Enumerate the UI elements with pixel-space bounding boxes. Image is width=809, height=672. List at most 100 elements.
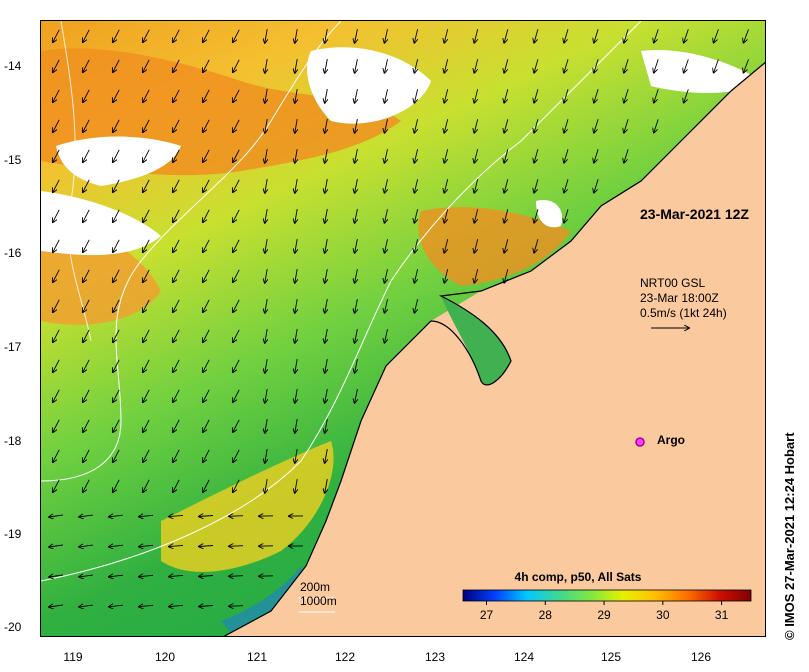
current-arrow [355,119,358,133]
current-arrow [233,389,240,402]
cloud-mask-4 [641,50,761,93]
current-arrow [83,239,90,252]
current-arrow [414,209,417,223]
current-arrow [295,149,297,163]
argo-marker[interactable] [635,437,645,447]
current-arrow [474,29,479,43]
current-arrow [113,329,120,342]
isobath-1000m [41,21,342,482]
current-arrow [203,419,210,432]
current-arrow [564,149,569,162]
current-arrow [355,359,358,373]
current-arrow [173,179,180,192]
current-arrow [173,299,180,312]
current-arrow [113,299,120,312]
current-arrow [139,575,154,576]
cloud-mask-3 [307,47,431,124]
current-arrow [594,149,599,162]
current-arrow [53,449,60,462]
current-arrow [233,149,240,162]
current-arrow [624,29,629,42]
current-arrow [143,359,150,372]
current-arrow [233,269,240,282]
current-arrow [385,209,388,223]
current-arrow [173,59,180,72]
current-arrow [534,29,539,42]
current-arrow [113,209,120,222]
current-arrow [49,575,63,577]
current-arrow [113,239,120,252]
current-arrow [474,179,479,193]
current-arrow [295,239,297,253]
current-arrow [414,269,417,283]
current-arrow [143,479,150,492]
current-arrow [265,269,267,283]
current-arrow [504,89,509,103]
current-arrow [173,239,180,252]
x-tick-label: 125 [600,650,622,664]
current-arrow [173,119,180,132]
isobath-200m-label: 200m [300,580,331,594]
current-arrow [173,359,180,372]
current-arrow [355,329,358,343]
current-scale-label: 0.5m/s (1kt 24h) [640,306,727,320]
current-arrow [233,479,240,492]
current-arrow [325,479,328,493]
sst-map-canvas: 4h comp, p50, All Sats 27 28 29 30 31 [41,21,765,636]
current-arrow [143,29,150,42]
current-arrow [265,329,267,343]
current-arrow [143,59,150,72]
current-arrow [139,605,154,606]
current-arrow [203,149,210,162]
current-arrow [265,179,267,193]
current-arrow [203,209,210,222]
current-arrow [233,299,240,312]
side-credit: © IMOS 27-Mar-2021 12:24 Hobart [782,432,797,640]
current-arrow [113,389,120,402]
current-arrow [295,479,297,493]
x-tick-label: 119 [63,650,83,664]
isobath-200m [41,21,642,582]
current-arrow [414,299,417,313]
current-arrow [444,89,449,103]
current-arrow [714,59,719,72]
y-tick-label: -17 [4,340,22,354]
current-arrow [233,329,240,342]
current-arrow [355,29,358,43]
current-arrow [504,59,509,73]
current-arrow [233,359,240,372]
current-arrow [474,239,479,253]
current-arrow [83,329,90,342]
current-arrow [79,605,93,607]
current-arrow [444,149,449,163]
current-arrow [79,545,93,547]
current-arrow [564,89,569,102]
current-arrow [414,149,417,163]
y-tick-label: -15 [4,153,22,167]
current-arrow [504,209,509,223]
current-arrow [355,299,358,313]
current-arrow [143,269,150,282]
current-arrow [325,419,328,433]
current-arrow [744,59,749,72]
current-arrow [199,516,214,517]
current-arrow [53,329,60,342]
current-arrow [325,359,328,373]
current-arrow [139,545,154,546]
sea-area [41,21,765,636]
current-arrow [534,89,539,102]
current-arrow [295,59,297,73]
current-arrow [113,359,120,372]
current-arrow [385,299,388,313]
timestamp-label: 23-Mar-2021 12Z [640,206,749,222]
current-arrow [143,119,150,132]
current-arrow [265,299,267,313]
sst-map: 4h comp, p50, All Sats 27 28 29 30 31 [40,20,766,637]
current-arrow [83,119,90,132]
current-arrow [355,59,358,73]
current-arrow [83,479,90,492]
colorbar [462,589,752,602]
current-arrow [295,329,297,343]
current-arrow [53,359,60,372]
current-arrow [113,119,120,132]
